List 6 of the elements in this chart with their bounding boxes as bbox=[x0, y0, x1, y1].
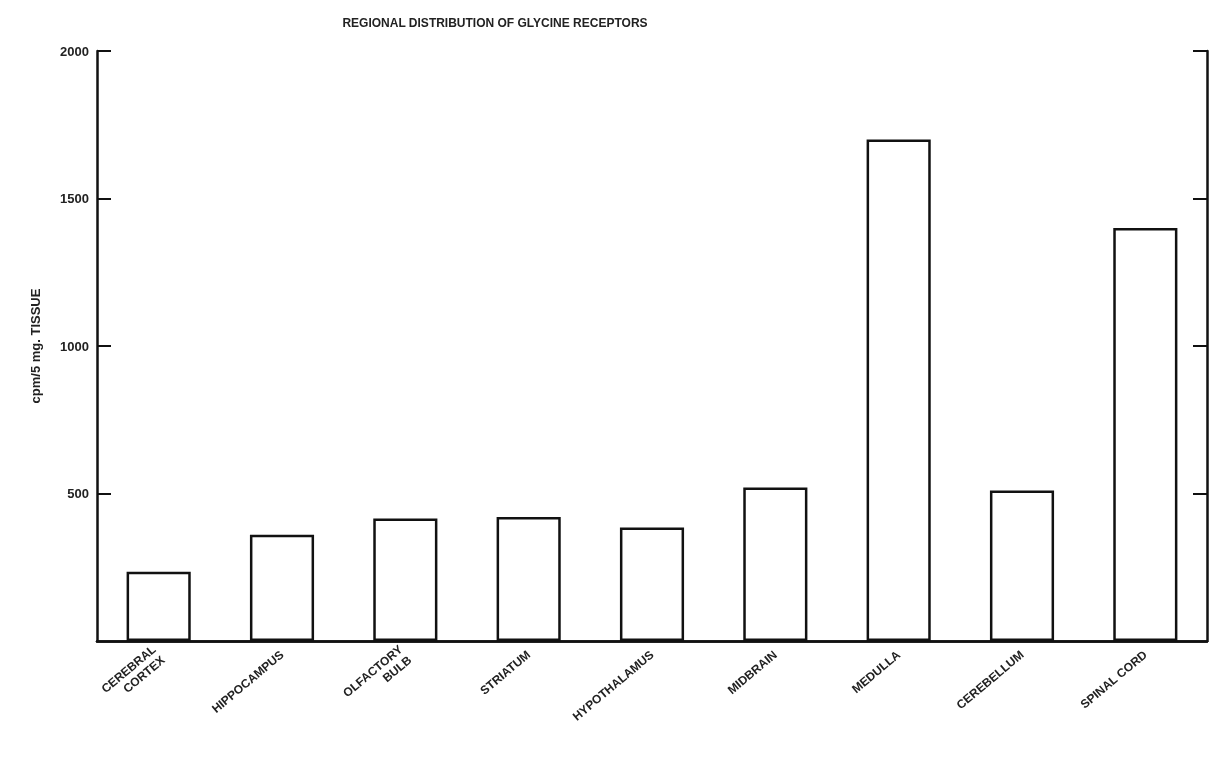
y-tick-label: 1500 bbox=[60, 191, 89, 206]
y-tick-label: 500 bbox=[67, 486, 89, 501]
y-tick-label: 2000 bbox=[60, 43, 89, 59]
chart-title: REGIONAL DISTRIBUTION OF GLYCINE RECEPTORS bbox=[342, 16, 648, 30]
y-tick-label: 1000 bbox=[60, 338, 89, 354]
y-axis-title: cpm/5 mg. TISSUE bbox=[28, 288, 43, 404]
